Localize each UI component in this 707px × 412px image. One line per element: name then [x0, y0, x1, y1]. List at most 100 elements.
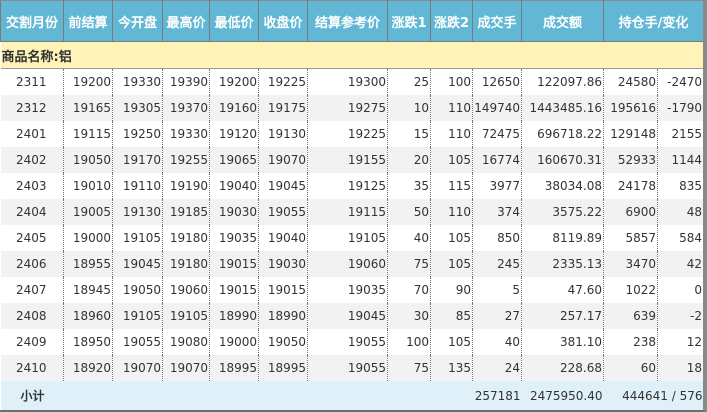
table-cell: 52933 — [603, 147, 658, 173]
table-cell: 19050 — [112, 277, 163, 303]
table-cell: 3470 — [603, 251, 658, 277]
column-header[interactable]: 持仓手/变化 — [603, 0, 703, 42]
table-cell: 19030 — [209, 199, 259, 225]
table-cell: 19105 — [162, 303, 210, 329]
table-cell: 105 — [430, 329, 473, 355]
table-cell: 19015 — [209, 251, 259, 277]
table-cell: 5 — [472, 277, 522, 303]
table-header-row: 交割月份 前结算 今开盘 最高价 最低价 收盘价 结算参考价 涨跌1 涨跌2 成交手 成交额 持仓手/… — [0, 0, 703, 42]
table-cell: 19035 — [209, 225, 259, 251]
table-cell: 2407 — [0, 277, 64, 303]
table-row: 2405 19000 19105 19180 19035 19040 19105 40 105 8… — [0, 225, 703, 251]
table-cell: 381.10 — [521, 329, 604, 355]
table-cell: 18995 — [258, 355, 308, 381]
column-header[interactable]: 成交手 — [472, 0, 522, 42]
table-cell: 2311 — [0, 68, 64, 95]
table-cell: -2 — [657, 303, 703, 329]
table-cell: 70 — [387, 277, 431, 303]
table-cell: 584 — [657, 225, 703, 251]
table-cell: 16774 — [472, 147, 522, 173]
column-header[interactable]: 结算参考价 — [307, 0, 388, 42]
table-cell: 19125 — [307, 173, 388, 199]
table-cell: 19305 — [112, 95, 163, 121]
table-cell: 19060 — [162, 277, 210, 303]
table-cell: 90 — [430, 277, 473, 303]
table-cell: 110 — [430, 199, 473, 225]
table-cell: 19105 — [307, 225, 388, 251]
table-row: 2404 19005 19130 19185 19030 19055 19115 50 110 3… — [0, 199, 703, 225]
table-cell: 115 — [430, 173, 473, 199]
table-cell: 19050 — [63, 147, 113, 173]
subtotal-row: 小计 257181 2475950.40 444641 / 576 — [0, 381, 703, 410]
column-header[interactable]: 成交额 — [521, 0, 604, 42]
table-cell: 19055 — [307, 329, 388, 355]
column-header[interactable]: 最高价 — [162, 0, 210, 42]
table-cell: 105 — [430, 251, 473, 277]
table-cell: 19045 — [307, 303, 388, 329]
table-cell: 110 — [430, 121, 473, 147]
table-cell: 18990 — [258, 303, 308, 329]
table-cell: -2470 — [657, 68, 703, 95]
table-cell: 24178 — [603, 173, 658, 199]
table-cell: 19070 — [112, 355, 163, 381]
table-cell: 160670.31 — [521, 147, 604, 173]
table-cell: 25 — [387, 68, 431, 95]
table-cell: 2402 — [0, 147, 64, 173]
section-label: 商品名称:铝 — [0, 41, 703, 69]
column-header[interactable]: 前结算 — [63, 0, 113, 42]
table-cell: 19170 — [112, 147, 163, 173]
table-cell: -1790 — [657, 95, 703, 121]
table-cell: 19390 — [162, 68, 210, 95]
table-cell: 72475 — [472, 121, 522, 147]
table-cell: 19330 — [162, 121, 210, 147]
table-cell: 3977 — [472, 173, 522, 199]
table-row: 2409 18950 19055 19080 19000 19050 19055 100 105… — [0, 329, 703, 355]
table-cell: 19110 — [112, 173, 163, 199]
table-cell: 48 — [657, 199, 703, 225]
table-cell: 2335.13 — [521, 251, 604, 277]
table-cell: 19030 — [258, 251, 308, 277]
table-cell: 19275 — [307, 95, 388, 121]
table-cell: 18950 — [63, 329, 113, 355]
column-header[interactable]: 最低价 — [209, 0, 259, 42]
table-cell: 19050 — [258, 329, 308, 355]
table-cell: 75 — [387, 251, 431, 277]
table-cell: 105 — [430, 225, 473, 251]
table-cell: 195616 — [603, 95, 658, 121]
table-cell: 110 — [430, 95, 473, 121]
table-cell: 19255 — [162, 147, 210, 173]
table-cell: 19055 — [258, 199, 308, 225]
table-cell: 40 — [472, 329, 522, 355]
table-cell: 2403 — [0, 173, 64, 199]
table-cell: 19120 — [209, 121, 259, 147]
table-cell: 2409 — [0, 329, 64, 355]
column-header[interactable]: 交割月份 — [0, 0, 64, 42]
column-header[interactable]: 今开盘 — [112, 0, 163, 42]
column-header[interactable]: 收盘价 — [258, 0, 308, 42]
subtotal-turnover: 2475950.40 — [521, 381, 604, 410]
table-cell: 19190 — [162, 173, 210, 199]
table-cell: 19200 — [209, 68, 259, 95]
table-cell: 18945 — [63, 277, 113, 303]
table-cell: 18995 — [209, 355, 259, 381]
table-cell: 24 — [472, 355, 522, 381]
table-cell: 19180 — [162, 251, 210, 277]
table-cell: 2312 — [0, 95, 64, 121]
table-cell: 40 — [387, 225, 431, 251]
table-cell: 0 — [657, 277, 703, 303]
table-cell: 19130 — [258, 121, 308, 147]
table-cell: 19105 — [112, 303, 163, 329]
column-header[interactable]: 涨跌2 — [430, 0, 473, 42]
table-cell: 12 — [657, 329, 703, 355]
table-cell: 257.17 — [521, 303, 604, 329]
table-cell: 19040 — [258, 225, 308, 251]
table-cell: 19060 — [307, 251, 388, 277]
table-cell: 15 — [387, 121, 431, 147]
table-cell: 47.60 — [521, 277, 604, 303]
table-cell: 19005 — [63, 199, 113, 225]
table-cell: 30 — [387, 303, 431, 329]
table-cell: 1022 — [603, 277, 658, 303]
column-header[interactable]: 涨跌1 — [387, 0, 431, 42]
